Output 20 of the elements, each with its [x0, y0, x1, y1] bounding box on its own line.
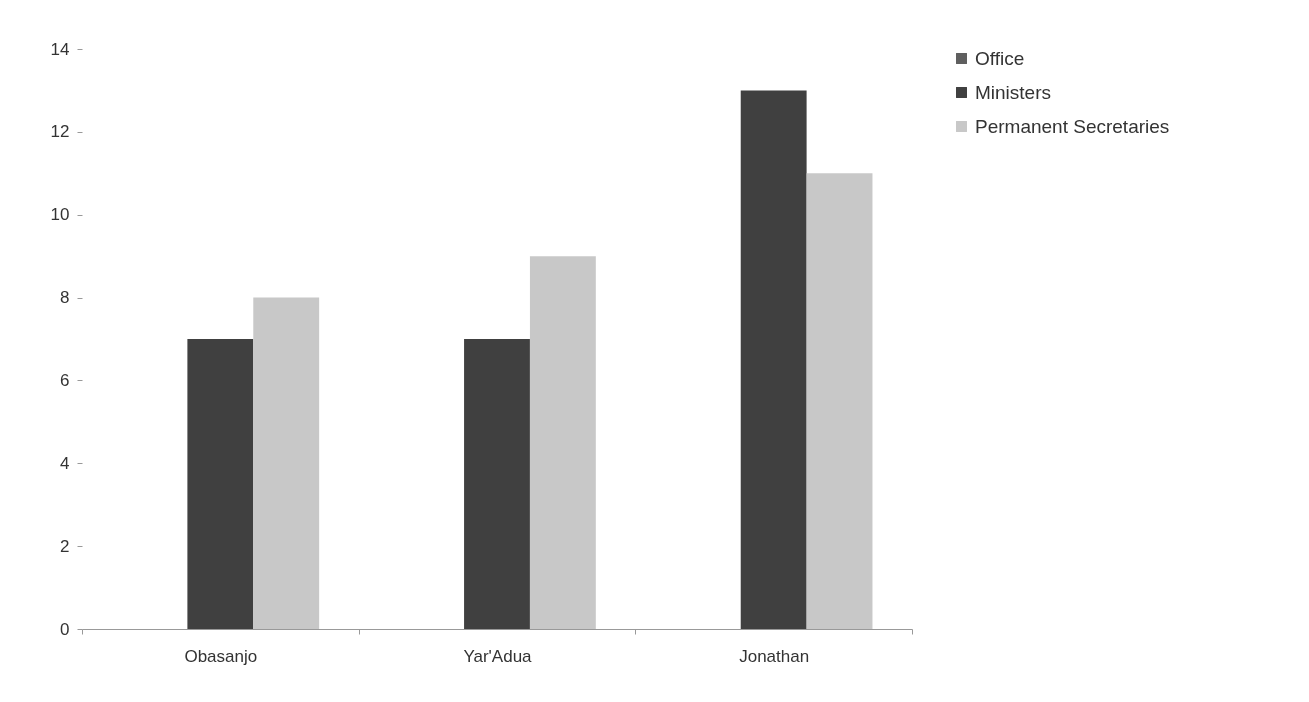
bar	[740, 90, 807, 629]
y-tick-label: 2	[60, 536, 70, 556]
y-tick-label: 0	[60, 619, 70, 639]
bar	[529, 256, 596, 629]
bar	[253, 297, 320, 629]
bar	[464, 339, 530, 629]
legend-label: Office	[975, 47, 1025, 69]
x-tick-label: Yar'Adua	[463, 646, 533, 666]
y-tick-label: 4	[60, 453, 70, 473]
y-tick-label: 12	[50, 122, 70, 142]
y-tick-label: 8	[60, 288, 70, 308]
bar	[806, 173, 873, 629]
x-tick-label: Obasanjo	[184, 646, 258, 666]
y-tick-label: 14	[50, 39, 70, 59]
y-tick-label: 10	[50, 205, 70, 225]
x-tick-label: Jonathan	[739, 646, 810, 666]
legend-label: Ministers	[975, 81, 1052, 103]
y-tick-label: 6	[60, 370, 70, 390]
legend-label: Permanent Secretaries	[975, 115, 1170, 137]
bar	[187, 339, 254, 629]
